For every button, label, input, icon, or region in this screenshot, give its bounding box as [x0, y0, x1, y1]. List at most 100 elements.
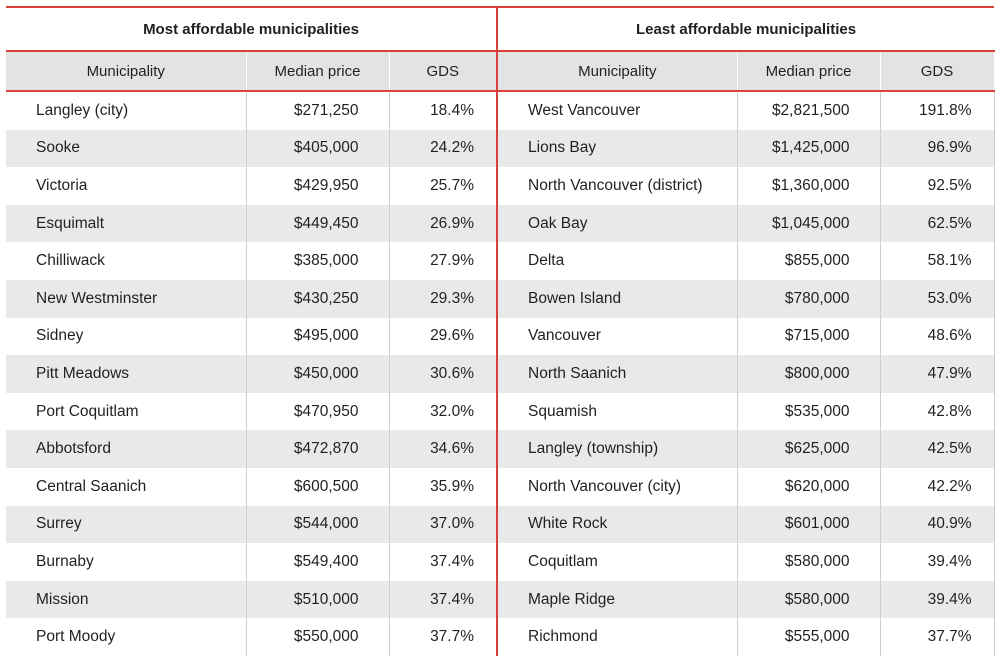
table-row: Surrey $544,000 37.0% White Rock $601,000 40.…	[6, 505, 995, 544]
table-row: Mission $510,000 37.4% Maple Ridge $580,000 3…	[6, 580, 995, 619]
least-affordable-gds-cell: 42.2%	[880, 467, 995, 506]
least-affordable-municipality-cell: North Vancouver (city)	[497, 467, 738, 506]
most-affordable-municipality-cell: Langley (city)	[6, 91, 247, 130]
table-row: Pitt Meadows $450,000 30.6% North Saanich $8…	[6, 355, 995, 393]
most-affordable-municipality-cell: Esquimalt	[6, 204, 247, 243]
table-row: New Westminster $430,250 29.3% Bowen Island…	[6, 279, 995, 318]
most-affordable-municipality-cell: New Westminster	[6, 279, 247, 318]
least-affordable-municipality-cell: Lions Bay	[497, 129, 738, 168]
least-affordable-gds-cell: 58.1%	[880, 242, 995, 280]
table-row: Chilliwack $385,000 27.9% Delta $855,000 58.1…	[6, 242, 995, 280]
most-affordable-municipality-cell: Sooke	[6, 129, 247, 168]
most-affordable-median-price-cell: $544,000	[246, 505, 390, 544]
least-affordable-gds-cell: 191.8%	[880, 91, 995, 130]
least-affordable-municipality-cell: Maple Ridge	[497, 580, 738, 619]
most-affordable-median-price-cell: $405,000	[246, 129, 390, 168]
table-body: Langley (city) $271,250 18.4% West Vancouve…	[6, 91, 995, 656]
most-affordable-gds-cell: 18.4%	[389, 91, 499, 130]
most-affordable-municipality-cell: Abbotsford	[6, 430, 247, 468]
most-affordable-municipality-cell: Surrey	[6, 505, 247, 544]
table-row: Sooke $405,000 24.2% Lions Bay $1,425,000 96.…	[6, 129, 995, 168]
most-affordable-gds-cell: 32.0%	[389, 392, 499, 431]
most-affordable-municipality-cell: Mission	[6, 580, 247, 619]
least-affordable-gds-cell: 40.9%	[880, 505, 995, 544]
least-affordable-municipality-cell: North Saanich	[497, 355, 738, 393]
least-affordable-median-price-cell: $580,000	[737, 543, 881, 581]
least-affordable-gds-cell: 48.6%	[880, 317, 995, 356]
least-affordable-gds-cell: 39.4%	[880, 580, 995, 619]
most-affordable-municipality-cell: Burnaby	[6, 543, 247, 581]
least-affordable-municipality-cell: Squamish	[497, 392, 738, 431]
most-affordable-median-price-cell: $550,000	[246, 618, 390, 656]
least-affordable-gds-cell: 42.8%	[880, 392, 995, 431]
most-affordable-median-price-cell: $385,000	[246, 242, 390, 280]
least-affordable-municipality-cell: Oak Bay	[497, 204, 738, 243]
most-affordable-median-price-cell: $430,250	[246, 279, 390, 318]
most-affordable-median-price-cell: $450,000	[246, 355, 390, 393]
table-row: Burnaby $549,400 37.4% Coquitlam $580,000 39.…	[6, 543, 995, 581]
column-header-municipality: Municipality	[497, 50, 738, 92]
table-row: Esquimalt $449,450 26.9% Oak Bay $1,045,000 6…	[6, 204, 995, 243]
least-affordable-gds-cell: 47.9%	[880, 355, 995, 393]
least-affordable-municipality-cell: Richmond	[497, 618, 738, 656]
least-affordable-median-price-cell: $580,000	[737, 580, 881, 619]
least-affordable-gds-cell: 53.0%	[880, 279, 995, 318]
least-affordable-municipality-cell: North Vancouver (district)	[497, 167, 738, 205]
most-affordable-median-price-cell: $470,950	[246, 392, 390, 431]
most-affordable-gds-cell: 37.4%	[389, 543, 499, 581]
most-affordable-gds-cell: 26.9%	[389, 204, 499, 243]
least-affordable-municipality-cell: Coquitlam	[497, 543, 738, 581]
most-affordable-municipality-cell: Pitt Meadows	[6, 355, 247, 393]
least-affordable-municipality-cell: White Rock	[497, 505, 738, 544]
most-affordable-municipality-cell: Chilliwack	[6, 242, 247, 280]
least-affordable-median-price-cell: $2,821,500	[737, 91, 881, 130]
most-affordable-gds-cell: 29.3%	[389, 279, 499, 318]
least-affordable-median-price-cell: $1,045,000	[737, 204, 881, 243]
least-affordable-median-price-cell: $715,000	[737, 317, 881, 356]
least-affordable-gds-cell: 42.5%	[880, 430, 995, 468]
group-header-row: Most affordable municipalities Least aff…	[6, 6, 995, 51]
column-header-median-price: Median price	[246, 50, 390, 92]
most-affordable-gds-cell: 25.7%	[389, 167, 499, 205]
table-row: Langley (city) $271,250 18.4% West Vancouve…	[6, 91, 995, 130]
least-affordable-median-price-cell: $1,360,000	[737, 167, 881, 205]
most-affordable-median-price-cell: $495,000	[246, 317, 390, 356]
most-affordable-municipality-cell: Central Saanich	[6, 467, 247, 506]
least-affordable-median-price-cell: $535,000	[737, 392, 881, 431]
least-affordable-municipality-cell: Delta	[497, 242, 738, 280]
table-row: Central Saanich $600,500 35.9% North Vancou…	[6, 467, 995, 506]
least-affordable-median-price-cell: $620,000	[737, 467, 881, 506]
least-affordable-median-price-cell: $625,000	[737, 430, 881, 468]
least-affordable-gds-cell: 37.7%	[880, 618, 995, 656]
least-affordable-municipality-cell: Bowen Island	[497, 279, 738, 318]
most-affordable-median-price-cell: $600,500	[246, 467, 390, 506]
affordability-table: Most affordable municipalities Least aff…	[6, 6, 995, 656]
least-affordable-municipality-cell: West Vancouver	[497, 91, 738, 130]
least-affordable-municipality-cell: Vancouver	[497, 317, 738, 356]
most-affordable-gds-cell: 35.9%	[389, 467, 499, 506]
least-affordable-gds-cell: 92.5%	[880, 167, 995, 205]
least-affordable-gds-cell: 96.9%	[880, 129, 995, 168]
table-row: Port Moody $550,000 37.7% Richmond $555,000 3…	[6, 618, 995, 656]
column-header-row: Municipality Median price GDS Municipali…	[6, 50, 995, 92]
least-affordable-median-price-cell: $601,000	[737, 505, 881, 544]
most-affordable-gds-cell: 37.4%	[389, 580, 499, 619]
most-affordable-median-price-cell: $449,450	[246, 204, 390, 243]
most-affordable-municipality-cell: Port Coquitlam	[6, 392, 247, 431]
most-affordable-gds-cell: 27.9%	[389, 242, 499, 280]
most-affordable-median-price-cell: $472,870	[246, 430, 390, 468]
most-affordable-median-price-cell: $271,250	[246, 91, 390, 130]
least-affordable-median-price-cell: $800,000	[737, 355, 881, 393]
least-affordable-gds-cell: 62.5%	[880, 204, 995, 243]
column-header-gds: GDS	[389, 50, 499, 92]
most-affordable-median-price-cell: $510,000	[246, 580, 390, 619]
table-row: Sidney $495,000 29.6% Vancouver $715,000 48.6…	[6, 317, 995, 356]
most-affordable-municipality-cell: Sidney	[6, 317, 247, 356]
table-row: Abbotsford $472,870 34.6% Langley (township…	[6, 430, 995, 468]
most-affordable-gds-cell: 37.7%	[389, 618, 499, 656]
least-affordable-median-price-cell: $1,425,000	[737, 129, 881, 168]
least-affordable-median-price-cell: $555,000	[737, 618, 881, 656]
table-row: Victoria $429,950 25.7% North Vancouver (di…	[6, 167, 995, 205]
least-affordable-median-price-cell: $780,000	[737, 279, 881, 318]
least-affordable-median-price-cell: $855,000	[737, 242, 881, 280]
